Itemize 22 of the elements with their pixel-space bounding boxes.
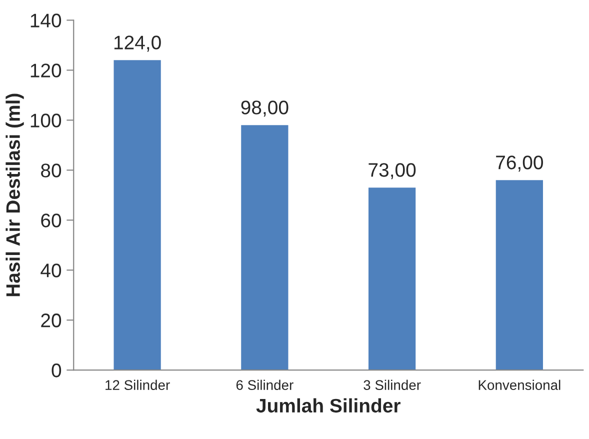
y-tick-label: 140	[30, 14, 62, 28]
x-tick-label: 3 Silinder	[364, 380, 421, 390]
y-axis-title: Hasil Air Destilasi (ml)	[6, 94, 24, 296]
y-tick-label: 120	[30, 64, 62, 78]
data-label: 76,00	[496, 156, 543, 172]
y-tick-label: 0	[52, 364, 62, 378]
x-tick-label: Konvensional	[478, 380, 560, 390]
y-tick-label: 80	[41, 164, 62, 178]
y-tick-label: 60	[41, 214, 62, 228]
x-axis-title: Jumlah Silinder	[256, 398, 400, 413]
data-label: 73,00	[368, 163, 416, 180]
x-tick-label: 12 Silinder	[106, 380, 170, 390]
y-tick-label: 40	[40, 264, 62, 278]
x-tick-label: 6 Silinder	[236, 380, 294, 390]
bar	[496, 180, 543, 370]
bar	[368, 188, 416, 370]
data-label: 98,00	[241, 100, 288, 117]
bar	[241, 125, 288, 370]
y-tick-label: 20	[41, 314, 62, 328]
data-label: 124,0	[114, 36, 161, 52]
bar	[114, 60, 161, 370]
y-tick-label: 100	[30, 114, 62, 128]
